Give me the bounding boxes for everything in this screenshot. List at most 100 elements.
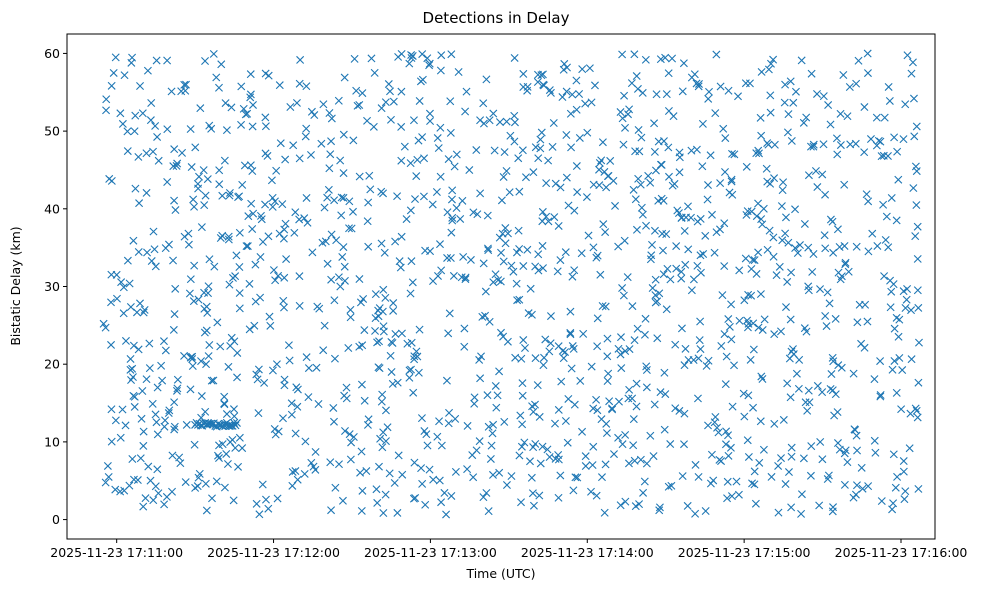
data-point xyxy=(646,431,655,440)
data-point xyxy=(517,498,526,507)
data-point xyxy=(819,140,828,149)
data-point xyxy=(391,237,400,246)
data-point xyxy=(160,422,169,431)
data-point xyxy=(357,380,366,389)
data-point xyxy=(120,486,129,495)
data-point xyxy=(167,87,176,96)
data-point xyxy=(188,362,197,370)
data-point xyxy=(625,105,634,114)
data-point xyxy=(121,421,130,430)
data-point xyxy=(704,421,712,430)
data-point xyxy=(625,345,634,354)
data-point xyxy=(641,55,650,64)
data-point xyxy=(397,232,406,241)
data-point xyxy=(434,271,442,280)
data-point xyxy=(575,133,584,142)
data-point xyxy=(518,391,527,400)
data-point xyxy=(329,403,338,412)
data-point xyxy=(632,225,641,234)
x-tick-label: 2025-11-23 17:13:00 xyxy=(364,545,497,560)
data-point xyxy=(358,486,367,495)
data-point xyxy=(901,304,910,313)
data-point xyxy=(615,397,623,406)
data-point xyxy=(482,75,491,84)
data-point xyxy=(295,272,304,281)
data-point xyxy=(170,310,179,319)
data-point xyxy=(136,299,144,308)
data-point xyxy=(821,244,830,253)
data-point xyxy=(568,272,577,281)
data-point xyxy=(704,356,713,365)
data-point xyxy=(787,347,796,356)
data-point xyxy=(570,400,579,409)
data-point xyxy=(212,477,221,486)
data-point xyxy=(221,99,230,108)
data-point xyxy=(515,295,524,304)
data-point xyxy=(787,268,796,277)
data-point xyxy=(117,278,126,287)
data-point xyxy=(410,458,419,467)
data-point xyxy=(373,338,382,347)
data-point xyxy=(911,162,920,171)
data-point xyxy=(909,184,918,193)
data-point xyxy=(107,270,116,279)
data-point xyxy=(460,342,469,351)
data-point xyxy=(170,145,179,154)
data-point xyxy=(804,171,813,180)
data-point xyxy=(221,422,230,431)
data-point xyxy=(841,260,850,269)
data-point xyxy=(107,298,115,307)
data-point xyxy=(608,405,617,414)
data-point xyxy=(839,71,848,79)
data-point xyxy=(691,509,700,518)
data-point xyxy=(642,383,651,392)
data-point xyxy=(823,475,832,484)
data-point xyxy=(721,168,729,176)
data-point xyxy=(483,391,492,400)
data-point xyxy=(315,304,324,313)
data-point xyxy=(409,116,418,125)
data-point xyxy=(764,65,773,74)
data-point xyxy=(440,488,449,497)
data-point xyxy=(256,211,265,220)
data-point xyxy=(246,93,255,102)
data-point xyxy=(680,361,689,370)
data-point xyxy=(391,329,400,338)
data-point xyxy=(220,399,229,408)
data-point xyxy=(598,302,607,311)
data-point xyxy=(346,313,355,322)
data-point xyxy=(545,347,554,356)
data-point xyxy=(436,172,445,181)
data-point xyxy=(618,284,627,293)
data-point xyxy=(539,80,548,89)
data-point xyxy=(215,180,224,189)
data-point xyxy=(806,471,815,480)
data-point xyxy=(572,162,581,171)
data-point xyxy=(802,327,811,336)
data-point xyxy=(364,242,373,251)
data-point xyxy=(187,163,196,172)
data-point xyxy=(546,312,555,321)
data-point xyxy=(716,82,725,91)
data-point xyxy=(515,245,524,253)
data-point xyxy=(334,96,343,105)
data-point xyxy=(139,427,148,436)
data-point xyxy=(307,107,316,116)
data-point xyxy=(428,200,437,209)
data-point xyxy=(642,365,651,374)
data-point xyxy=(730,150,739,159)
data-point xyxy=(747,291,756,300)
data-point xyxy=(111,53,120,62)
data-point xyxy=(742,162,751,171)
data-point xyxy=(231,443,240,452)
data-point xyxy=(483,244,492,253)
data-point xyxy=(158,376,167,385)
data-point xyxy=(813,381,822,390)
data-point xyxy=(118,405,127,414)
data-point xyxy=(142,188,151,197)
data-point xyxy=(536,135,545,144)
data-point xyxy=(181,86,190,95)
data-point xyxy=(656,55,665,64)
data-point xyxy=(442,376,451,385)
data-point xyxy=(662,90,671,99)
